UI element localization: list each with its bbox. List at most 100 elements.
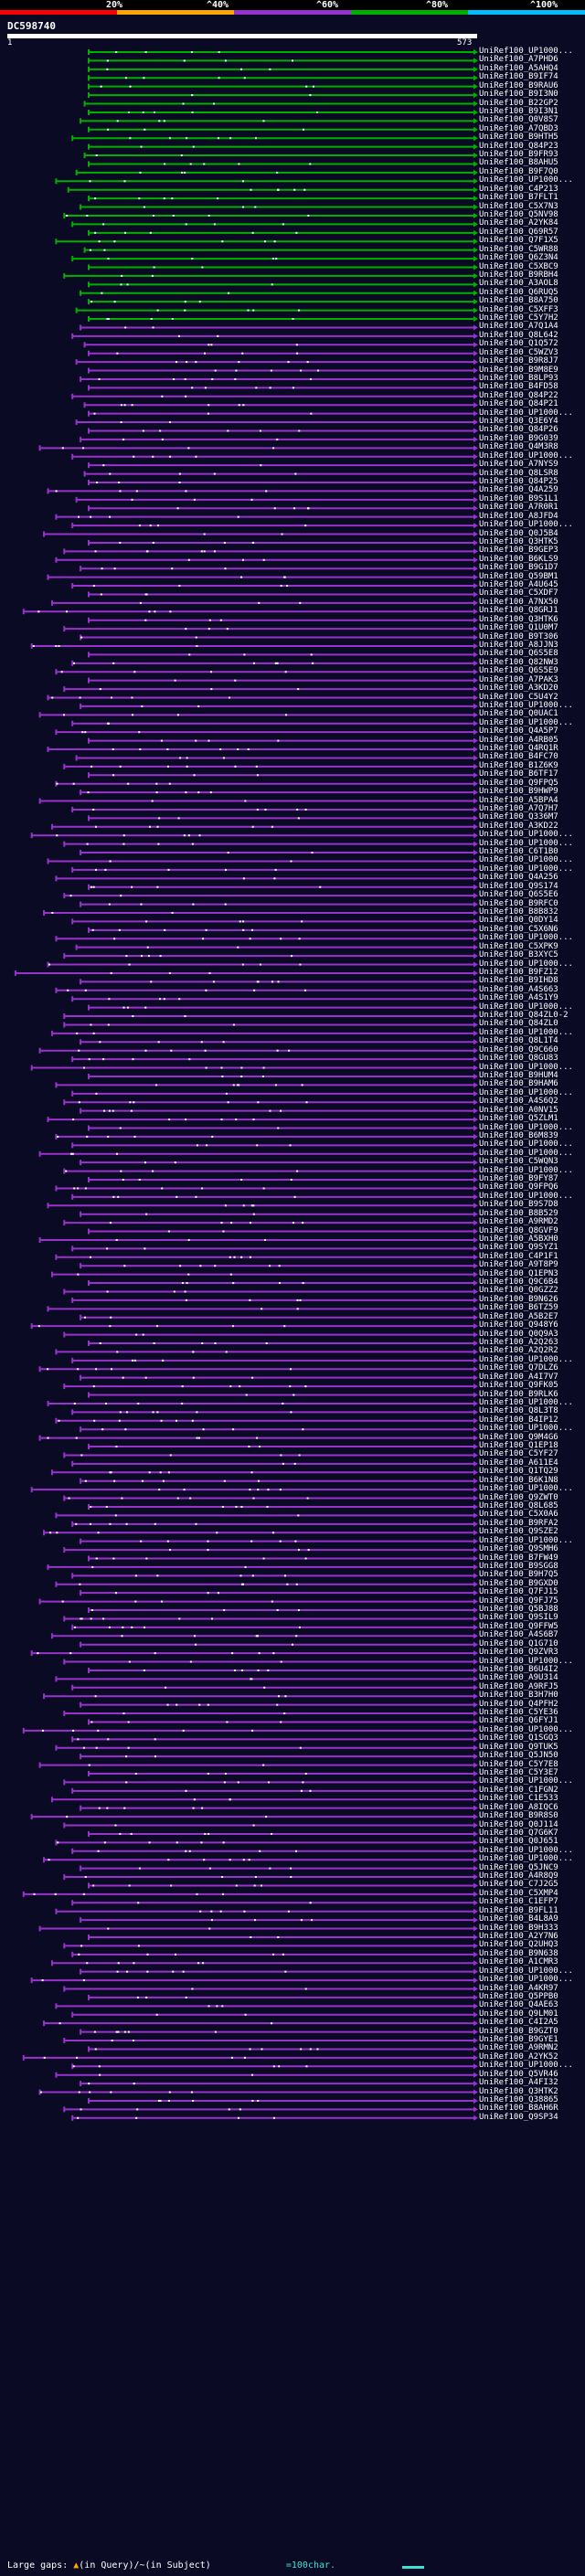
hit-label[interactable]: UniRef100_Q84ZL0 — [479, 1019, 558, 1029]
hit-label[interactable]: UniRef100_A8IQC6 — [479, 1802, 558, 1812]
hit-label[interactable]: UniRef100_B8A750 — [479, 296, 558, 306]
hit-label[interactable]: UniRef100_B9G039 — [479, 433, 558, 443]
hit-label[interactable]: UniRef100_C7J2G5 — [479, 1880, 558, 1890]
hit-label[interactable]: UniRef100_Q0V8S7 — [479, 115, 558, 125]
hit-label[interactable]: UniRef100_A1CMR3 — [479, 1957, 558, 1967]
hit-label[interactable]: UniRef100_Q69R57 — [479, 227, 558, 237]
hit-label[interactable]: UniRef100_Q84P22 — [479, 390, 558, 400]
hit-label[interactable]: UniRef100_A5AHQ4 — [479, 63, 558, 73]
hit-label[interactable]: UniRef100_A4S6B7 — [479, 1630, 558, 1640]
hit-label[interactable]: UniRef100_UP1000... — [479, 1975, 573, 1985]
hit-label[interactable]: UniRef100_UP1000... — [479, 1854, 573, 1864]
hit-label[interactable]: UniRef100_B9GYE1 — [479, 2035, 558, 2045]
hit-label[interactable]: UniRef100_Q8L1T4 — [479, 1036, 558, 1046]
hit-label[interactable]: UniRef100_A7Q7H7 — [479, 803, 558, 813]
hit-label[interactable]: UniRef100_UP1000... — [479, 959, 573, 969]
hit-label[interactable]: UniRef100_Q1EPN3 — [479, 1268, 558, 1278]
hit-label[interactable]: UniRef100_B7FW49 — [479, 1553, 558, 1563]
hit-label[interactable]: UniRef100_Q8GU83 — [479, 1054, 558, 1064]
hit-label[interactable]: UniRef100_A2YK84 — [479, 218, 558, 228]
hit-label[interactable]: UniRef100_UP1000... — [479, 175, 573, 186]
hit-label[interactable]: UniRef100_C5YF27 — [479, 1449, 558, 1459]
hit-label[interactable]: UniRef100_UP1000... — [479, 1484, 573, 1494]
hit-label[interactable]: UniRef100_UP1000... — [479, 933, 573, 943]
hit-label[interactable]: UniRef100_Q9SMH6 — [479, 1544, 558, 1554]
hit-label[interactable]: UniRef100_Q5NV98 — [479, 209, 558, 219]
hit-label[interactable]: UniRef100_B9T306 — [479, 631, 558, 641]
hit-label[interactable]: UniRef100_A9T8P9 — [479, 1260, 558, 1270]
hit-label[interactable]: UniRef100_Q2UHQ3 — [479, 1940, 558, 1950]
hit-label[interactable]: UniRef100_Q5VR46 — [479, 2069, 558, 2079]
hit-label[interactable]: UniRef100_B9H7Q5 — [479, 1570, 558, 1580]
hit-label[interactable]: UniRef100_Q84P21 — [479, 399, 558, 409]
hit-label[interactable]: UniRef100_A4U645 — [479, 580, 558, 590]
hit-label[interactable]: UniRef100_B22GP2 — [479, 98, 558, 108]
hit-label[interactable]: UniRef100_Q948Y6 — [479, 1320, 558, 1330]
hit-label[interactable]: UniRef100_A2YK52 — [479, 2051, 558, 2062]
hit-label[interactable]: UniRef100_Q4PFH2 — [479, 1699, 558, 1709]
hit-label[interactable]: UniRef100_Q4M3R8 — [479, 442, 558, 452]
hit-label[interactable]: UniRef100_C4P213 — [479, 184, 558, 194]
hit-label[interactable]: UniRef100_Q6S5E8 — [479, 649, 558, 659]
hit-label[interactable]: UniRef100_B9HUM4 — [479, 1070, 558, 1080]
hit-label[interactable]: UniRef100_B6K1N8 — [479, 1475, 558, 1485]
hit-label[interactable]: UniRef100_A9RMD2 — [479, 1217, 558, 1227]
hit-label[interactable]: UniRef100_Q0DY14 — [479, 916, 558, 926]
hit-label[interactable]: UniRef100_Q9M4G6 — [479, 1432, 558, 1442]
hit-label[interactable]: UniRef100_A9RFJ5 — [479, 1681, 558, 1691]
hit-label[interactable]: UniRef100_B4L8A9 — [479, 1914, 558, 1924]
hit-label[interactable]: UniRef100_A0NV15 — [479, 1105, 558, 1115]
hit-label[interactable]: UniRef100_C4P1F1 — [479, 1251, 558, 1261]
hit-label[interactable]: UniRef100_B3H7H0 — [479, 1691, 558, 1701]
hit-label[interactable]: UniRef100_B9FZ12 — [479, 967, 558, 977]
hit-label[interactable]: UniRef100_UP1000... — [479, 1148, 573, 1158]
hit-label[interactable]: UniRef100_Q3HTK6 — [479, 614, 558, 624]
hit-label[interactable]: UniRef100_C5X7N3 — [479, 201, 558, 211]
hit-label[interactable]: UniRef100_C5XDF7 — [479, 588, 558, 599]
hit-label[interactable]: UniRef100_C5X0A6 — [479, 1510, 558, 1520]
hit-label[interactable]: UniRef100_B9GZT0 — [479, 2026, 558, 2036]
hit-label[interactable]: UniRef100_B6KLS9 — [479, 554, 558, 564]
hit-label[interactable]: UniRef100_Q5ZLM1 — [479, 1114, 558, 1124]
hit-label[interactable]: UniRef100_B4IP12 — [479, 1415, 558, 1425]
hit-label[interactable]: UniRef100_A4RB05 — [479, 735, 558, 745]
hit-label[interactable]: UniRef100_Q7DLZ6 — [479, 1363, 558, 1373]
hit-label[interactable]: UniRef100_B9I3N1 — [479, 106, 558, 116]
hit-label[interactable]: UniRef100_UP1000... — [479, 838, 573, 848]
hit-label[interactable]: UniRef100_B9M8E9 — [479, 365, 558, 375]
hit-label[interactable]: UniRef100_UP1000... — [479, 1535, 573, 1545]
hit-label[interactable]: UniRef100_UP1000... — [479, 1354, 573, 1364]
hit-label[interactable]: UniRef100_A9U314 — [479, 1673, 558, 1683]
hit-label[interactable]: UniRef100_B6M839 — [479, 1130, 558, 1140]
hit-label[interactable]: UniRef100_B9R8S0 — [479, 1811, 558, 1821]
hit-label[interactable]: UniRef100_UP1000... — [479, 1845, 573, 1855]
hit-label[interactable]: UniRef100_UP1000... — [479, 700, 573, 710]
hit-label[interactable]: UniRef100_B9RFC0 — [479, 898, 558, 908]
hit-label[interactable]: UniRef100_A7NX50 — [479, 597, 558, 607]
hit-label[interactable]: UniRef100_Q5JNC9 — [479, 1862, 558, 1872]
hit-label[interactable]: UniRef100_B9RLK6 — [479, 1389, 558, 1399]
hit-label[interactable]: UniRef100_A3KD22 — [479, 821, 558, 831]
hit-label[interactable]: UniRef100_A8JJN3 — [479, 640, 558, 650]
hit-label[interactable]: UniRef100_B9IHD8 — [479, 976, 558, 986]
hit-label[interactable]: UniRef100_C5Y7E8 — [479, 1759, 558, 1769]
hit-label[interactable]: UniRef100_B9S1L1 — [479, 493, 558, 504]
hit-label[interactable]: UniRef100_Q9SP34 — [479, 2112, 558, 2122]
hit-label[interactable]: UniRef100_B4FC70 — [479, 752, 558, 762]
hit-label[interactable]: UniRef100_B9R8J7 — [479, 356, 558, 366]
hit-label[interactable]: UniRef100_UP1000... — [479, 1191, 573, 1201]
hit-label[interactable]: UniRef100_UP1000... — [479, 451, 573, 461]
hit-label[interactable]: UniRef100_B9HWP9 — [479, 787, 558, 797]
hit-label[interactable]: UniRef100_C5WR88 — [479, 244, 558, 254]
hit-label[interactable]: UniRef100_B9SGG8 — [479, 1561, 558, 1571]
hit-label[interactable]: UniRef100_Q9C6B4 — [479, 1277, 558, 1288]
hit-label[interactable]: UniRef100_B6TZ59 — [479, 1303, 558, 1313]
hit-label[interactable]: UniRef100_Q9FJ75 — [479, 1595, 558, 1606]
hit-label[interactable]: UniRef100_B9N626 — [479, 1294, 558, 1304]
hit-label[interactable]: UniRef100_Q84ZL0-2 — [479, 1011, 569, 1021]
hit-label[interactable]: UniRef100_Q8L685 — [479, 1500, 558, 1511]
hit-label[interactable]: UniRef100_C5Y7H2 — [479, 313, 558, 323]
hit-label[interactable]: UniRef100_B9HAM6 — [479, 1079, 558, 1089]
hit-label[interactable]: UniRef100_B9RBH4 — [479, 270, 558, 280]
hit-label[interactable]: UniRef100_UP1000... — [479, 1724, 573, 1734]
